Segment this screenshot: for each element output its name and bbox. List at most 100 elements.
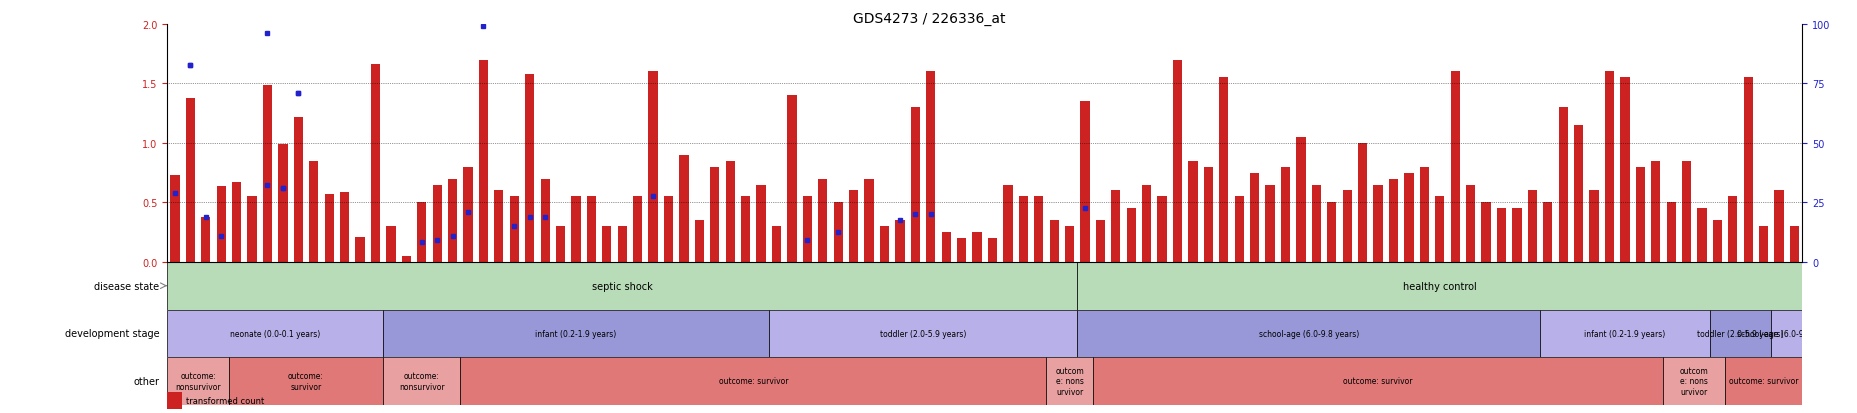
Bar [769, 310, 1077, 357]
Text: infant (0.2-1.9 years): infant (0.2-1.9 years) [1584, 329, 1664, 338]
Text: school-age (6.0-9.8 years): school-age (6.0-9.8 years) [1257, 329, 1357, 338]
Bar [910, 108, 919, 262]
Bar [1788, 227, 1798, 262]
Bar [186, 98, 195, 262]
Bar [726, 161, 735, 262]
Bar [401, 256, 410, 262]
Bar [787, 96, 797, 262]
Bar [1697, 209, 1707, 262]
Bar [941, 233, 951, 262]
Bar [695, 221, 704, 262]
Bar [325, 195, 334, 262]
Bar [663, 197, 672, 262]
Bar [925, 72, 934, 262]
Text: outcome:
survivor: outcome: survivor [288, 371, 323, 391]
Bar [1543, 203, 1552, 262]
Bar [462, 167, 472, 262]
Text: outcom
e: nons
urvivor: outcom e: nons urvivor [1679, 366, 1708, 396]
Bar [1045, 357, 1092, 405]
Text: outcome: survivor: outcome: survivor [719, 377, 787, 385]
Bar [1311, 185, 1320, 262]
Bar [849, 191, 858, 262]
Bar [1558, 108, 1567, 262]
Bar [355, 237, 364, 262]
Bar [1634, 167, 1643, 262]
Text: septic shock: septic shock [592, 281, 652, 291]
Bar [880, 227, 890, 262]
Bar [1588, 191, 1597, 262]
Text: disease state: disease state [95, 281, 160, 291]
Bar [1573, 126, 1582, 262]
Bar [479, 60, 488, 262]
Bar [201, 217, 210, 262]
Bar [1003, 185, 1012, 262]
Bar [1034, 197, 1044, 262]
Bar [1049, 221, 1058, 262]
Bar [741, 197, 750, 262]
Text: neonate (0.0-0.1 years): neonate (0.0-0.1 years) [230, 329, 319, 338]
Text: outcom
e: nons
urvivor: outcom e: nons urvivor [1055, 366, 1083, 396]
Bar [1096, 221, 1105, 262]
Bar [555, 227, 565, 262]
Bar [1723, 357, 1801, 405]
Bar [1077, 262, 1801, 310]
Text: outcome:
nonsurvivor: outcome: nonsurvivor [175, 371, 221, 391]
Bar [1497, 209, 1506, 262]
Text: school-age (6.0-9.8 years): school-age (6.0-9.8 years) [1736, 329, 1837, 338]
Bar [217, 186, 227, 262]
Bar [167, 262, 1077, 310]
Bar [802, 197, 812, 262]
Bar [1651, 161, 1660, 262]
Bar [1203, 167, 1213, 262]
Bar [383, 357, 461, 405]
Bar [171, 176, 180, 262]
Bar [1018, 197, 1027, 262]
Bar [1662, 357, 1723, 405]
Bar [956, 239, 966, 262]
Bar [540, 179, 550, 262]
Bar [1434, 197, 1443, 262]
Bar [756, 185, 765, 262]
Bar [572, 197, 579, 262]
Bar [1357, 144, 1367, 262]
Bar [1389, 179, 1396, 262]
Bar [1125, 209, 1135, 262]
Bar [864, 179, 873, 262]
Bar [279, 145, 288, 262]
Bar [1712, 221, 1721, 262]
Text: infant (0.2-1.9 years): infant (0.2-1.9 years) [535, 329, 617, 338]
Bar [371, 65, 381, 262]
Bar [709, 167, 719, 262]
Bar [247, 197, 256, 262]
Bar [1157, 197, 1166, 262]
Bar [648, 72, 657, 262]
Bar [1404, 173, 1413, 262]
Bar [1742, 78, 1751, 262]
Text: outcome: survivor: outcome: survivor [1343, 377, 1411, 385]
Bar [1759, 227, 1768, 262]
Bar [895, 221, 904, 262]
Bar [1526, 191, 1536, 262]
Bar [817, 179, 826, 262]
Bar [1064, 227, 1073, 262]
Bar [1465, 185, 1474, 262]
Bar [1079, 102, 1088, 262]
Text: toddler (2.0-5.9 years): toddler (2.0-5.9 years) [1697, 329, 1783, 338]
Bar [340, 192, 349, 262]
Bar [771, 227, 780, 262]
Bar [416, 203, 425, 262]
Bar [1681, 161, 1690, 262]
Text: GDS4273 / 226336_at: GDS4273 / 226336_at [852, 12, 1005, 26]
Bar [1296, 138, 1305, 262]
Bar [1142, 185, 1151, 262]
Bar [1372, 185, 1382, 262]
Bar [1326, 203, 1335, 262]
Bar [494, 191, 503, 262]
Bar [1188, 161, 1198, 262]
Bar [1279, 167, 1289, 262]
Text: outcome: survivor: outcome: survivor [1729, 377, 1798, 385]
Bar [617, 227, 626, 262]
Bar [1770, 310, 1801, 357]
Bar [228, 357, 383, 405]
Bar [383, 310, 769, 357]
